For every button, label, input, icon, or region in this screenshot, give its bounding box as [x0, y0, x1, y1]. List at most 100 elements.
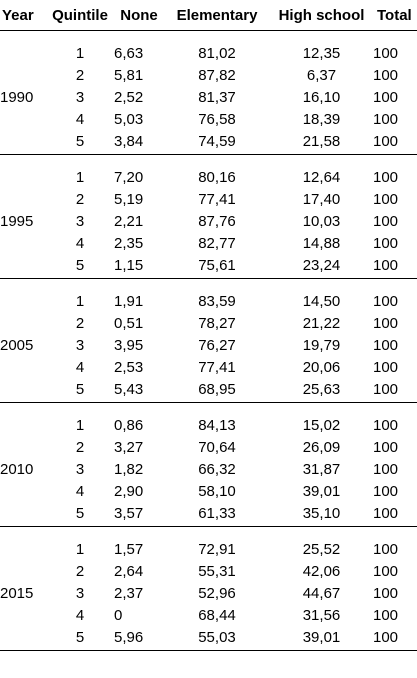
- quintile-cell: 4: [75, 482, 85, 500]
- total-cell: 100: [373, 212, 399, 230]
- none-cell: 5,19: [114, 190, 144, 208]
- group-spacer: [0, 279, 417, 291]
- group-divider: [0, 648, 417, 651]
- elementary-cell: 68,95: [198, 380, 236, 398]
- table-row: 1995 1 7,20 80,16 12,64 100: [0, 166, 417, 230]
- total-cell: 100: [373, 66, 399, 84]
- header-none: None: [114, 0, 164, 31]
- high-school-cell: 39,01: [302, 482, 341, 500]
- table-row: 4 2,53 77,41 20,06 100: [0, 356, 417, 378]
- high-school-cell: 16,10: [302, 88, 341, 106]
- header-elementary: Elementary: [164, 0, 270, 31]
- none-cell: 1,15: [114, 256, 144, 274]
- group-spacer: [0, 527, 417, 539]
- none-cell: 2,53: [114, 358, 144, 376]
- group-spacer: [0, 403, 417, 415]
- elementary-cell: 55,03: [198, 628, 236, 646]
- table-row: 5 3,84 74,59 21,58 100: [0, 130, 417, 152]
- table-row: 2010 1 0,86 84,13 15,02 100: [0, 414, 417, 478]
- spacer-cell: [0, 155, 417, 167]
- elementary-cell: 66,32: [198, 460, 236, 478]
- none-cell: 5,81: [114, 66, 144, 84]
- table-row: 2015 1 1,57 72,91 25,52 100: [0, 538, 417, 602]
- total-cell: 100: [373, 562, 399, 580]
- high-school-cell: 12,35: [302, 44, 341, 62]
- none-cell: 0: [114, 606, 123, 624]
- elementary-cell: 87,76: [198, 212, 236, 230]
- quintile-cell: 4: [75, 358, 85, 376]
- quintile-cell: 2: [75, 66, 85, 84]
- none-cell: 1,82: [114, 460, 144, 478]
- none-cell: 3,95: [114, 336, 144, 354]
- high-school-cell: 31,87: [302, 460, 341, 478]
- quintile-cell: 5: [75, 256, 85, 274]
- table-row: 2 5,19 77,41 17,40 100: [0, 188, 417, 210]
- table-row: 4 2,90 58,10 39,01 100: [0, 480, 417, 502]
- spacer-cell: [0, 279, 417, 291]
- table-row: 1990 1 6,63 81,02 12,35 100: [0, 42, 417, 106]
- year-cell: 2015: [0, 584, 34, 602]
- elementary-cell: 77,41: [198, 190, 236, 208]
- total-cell: 100: [373, 234, 399, 252]
- high-school-cell: 25,63: [302, 380, 341, 398]
- header-total: Total: [373, 0, 417, 31]
- table-row: 3 2,52 81,37 16,10 100: [0, 86, 417, 108]
- none-cell: 1,91: [114, 292, 144, 310]
- high-school-cell: 14,50: [302, 292, 341, 310]
- high-school-cell: 10,03: [302, 212, 341, 230]
- elementary-cell: 84,13: [198, 416, 236, 434]
- high-school-cell: 42,06: [302, 562, 341, 580]
- quintile-cell: 1: [75, 292, 85, 310]
- year-cell: 2005: [0, 336, 34, 354]
- quintile-cell: 5: [75, 132, 85, 150]
- high-school-cell: 35,10: [302, 504, 341, 522]
- total-cell: 100: [373, 380, 399, 398]
- table-row: 5 5,96 55,03 39,01 100: [0, 626, 417, 648]
- total-cell: 100: [373, 358, 399, 376]
- elementary-cell: 83,59: [198, 292, 236, 310]
- none-cell: 2,90: [114, 482, 144, 500]
- total-cell: 100: [373, 110, 399, 128]
- none-cell: 5,43: [114, 380, 144, 398]
- total-cell: 100: [373, 256, 399, 274]
- total-cell: 100: [373, 314, 399, 332]
- none-cell: 5,03: [114, 110, 144, 128]
- spacer-cell: [0, 403, 417, 415]
- table-row: 3 2,37 52,96 44,67 100: [0, 582, 417, 604]
- none-cell: 3,57: [114, 504, 144, 522]
- table-row: 3 1,82 66,32 31,87 100: [0, 458, 417, 480]
- table-header: Year Quintile None Elementary High schoo…: [0, 0, 417, 31]
- none-cell: 2,52: [114, 88, 144, 106]
- high-school-cell: 26,09: [302, 438, 341, 456]
- spacer-cell: [0, 31, 417, 43]
- quintile-cell: 4: [75, 110, 85, 128]
- quintile-cell: 1: [75, 540, 85, 558]
- total-cell: 100: [373, 336, 399, 354]
- table-row: 2 2,64 55,31 42,06 100: [0, 560, 417, 582]
- elementary-cell: 75,61: [198, 256, 236, 274]
- total-cell: 100: [373, 584, 399, 602]
- high-school-cell: 21,58: [302, 132, 341, 150]
- none-cell: 1,57: [114, 540, 144, 558]
- table-row: 4 2,35 82,77 14,88 100: [0, 232, 417, 254]
- quintile-cell: 3: [75, 460, 85, 478]
- elementary-cell: 80,16: [198, 168, 236, 186]
- elementary-cell: 70,64: [198, 438, 236, 456]
- quintile-cell: 3: [75, 88, 85, 106]
- group-divider: [0, 524, 417, 527]
- none-cell: 5,96: [114, 628, 144, 646]
- total-cell: 100: [373, 88, 399, 106]
- total-cell: 100: [373, 460, 399, 478]
- elementary-cell: 58,10: [198, 482, 236, 500]
- high-school-cell: 25,52: [302, 540, 341, 558]
- quintile-cell: 2: [75, 314, 85, 332]
- table-row: 3 3,95 76,27 19,79 100: [0, 334, 417, 356]
- header-quintile: Quintile: [46, 0, 114, 31]
- table-row: 4 5,03 76,58 18,39 100: [0, 108, 417, 130]
- divider-cell: [0, 276, 417, 279]
- elementary-cell: 76,58: [198, 110, 236, 128]
- none-cell: 2,35: [114, 234, 144, 252]
- high-school-cell: 19,79: [302, 336, 341, 354]
- elementary-cell: 77,41: [198, 358, 236, 376]
